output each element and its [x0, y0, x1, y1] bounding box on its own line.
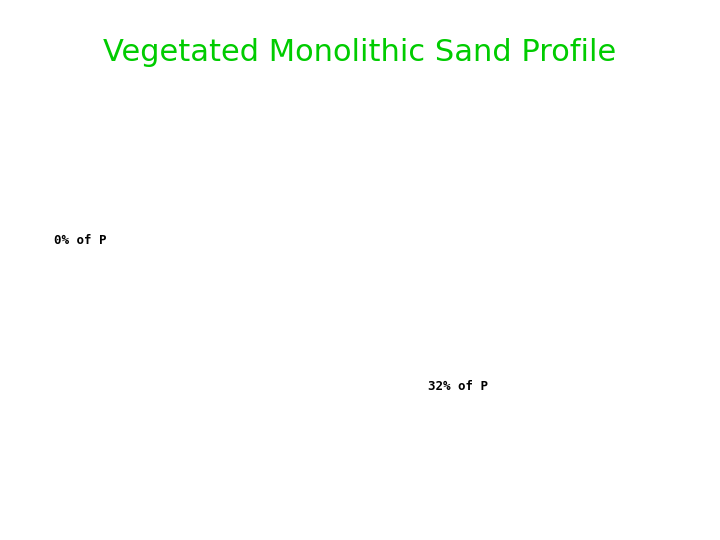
Text: 0% of P: 0% of P [54, 234, 107, 247]
Text: 32% of P: 32% of P [428, 380, 488, 393]
Text: Vegetated Monolithic Sand Profile: Vegetated Monolithic Sand Profile [104, 38, 616, 67]
